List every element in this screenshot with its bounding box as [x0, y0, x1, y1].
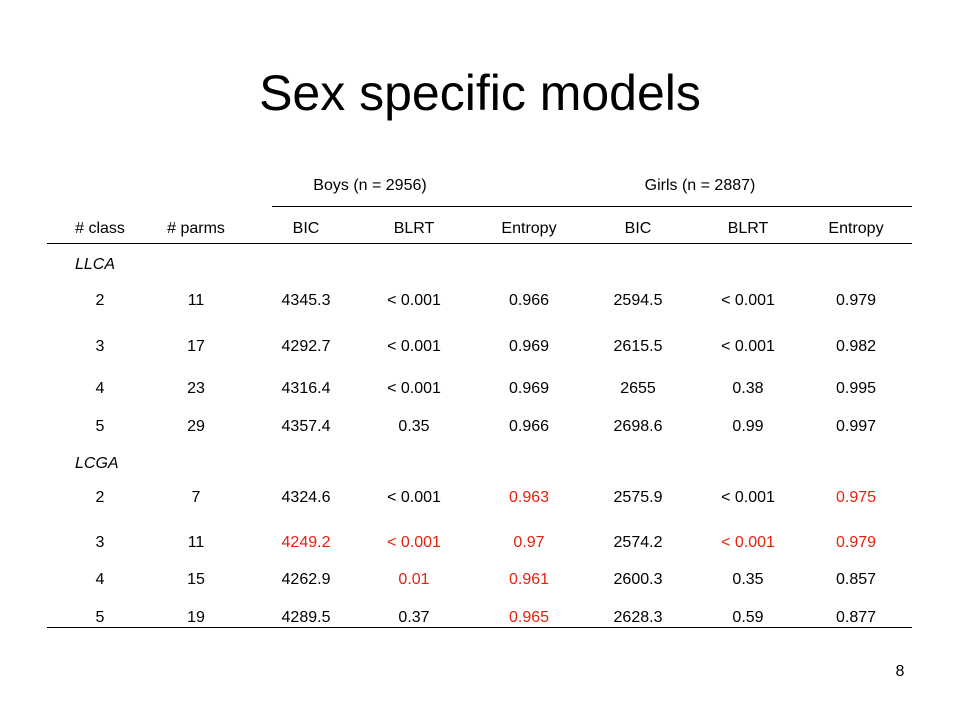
table-cell-class: 2	[95, 292, 105, 309]
table-cell-boys-entropy: 0.966	[508, 292, 550, 309]
column-header-girls-bic: BIC	[624, 220, 652, 237]
column-header-boys-blrt: BLRT	[393, 220, 435, 237]
table-cell-boys-bic: 4249.2	[281, 534, 331, 551]
table-cell-girls-entropy: 0.995	[835, 380, 877, 397]
table-cell-boys-bic: 4357.4	[281, 418, 331, 435]
table-cell-class: 2	[95, 489, 105, 506]
table-cell-parms: 23	[187, 380, 205, 397]
table-cell-girls-bic: 2628.3	[613, 609, 663, 626]
table-cell-boys-entropy: 0.966	[508, 418, 550, 435]
table-cell-girls-blrt: 0.59	[732, 609, 764, 626]
table-cell-boys-blrt: < 0.001	[387, 489, 441, 506]
header-rule	[47, 243, 912, 244]
group-header-girls: Girls (n = 2887)	[644, 177, 756, 194]
table-cell-girls-bic: 2698.6	[613, 418, 663, 435]
table-cell-boys-entropy: 0.963	[508, 489, 550, 506]
column-header-boys-bic: BIC	[292, 220, 320, 237]
table-cell-boys-bic: 4324.6	[281, 489, 331, 506]
table-cell-girls-entropy: 0.975	[835, 489, 877, 506]
table-cell-girls-entropy: 0.982	[835, 338, 877, 355]
table-cell-parms: 17	[187, 338, 205, 355]
group-header-boys: Boys (n = 2956)	[313, 177, 427, 194]
table-cell-girls-entropy: 0.997	[835, 418, 877, 435]
section-label-llca: LLCA	[75, 256, 116, 273]
table-cell-boys-entropy: 0.969	[508, 380, 550, 397]
column-header-girls-entropy: Entropy	[828, 220, 884, 237]
table-cell-boys-entropy: 0.97	[513, 534, 545, 551]
column-header-parms: # parms	[167, 220, 225, 237]
table-cell-boys-blrt: 0.37	[398, 609, 430, 626]
table-cell-class: 3	[95, 338, 105, 355]
table-cell-parms: 7	[191, 489, 201, 506]
table-cell-class: 5	[95, 609, 105, 626]
table-bottom-rule	[47, 627, 912, 628]
table-cell-girls-entropy: 0.877	[835, 609, 877, 626]
table-cell-girls-bic: 2655	[620, 380, 656, 397]
table-cell-parms: 19	[187, 609, 205, 626]
section-label-lcga: LCGA	[75, 455, 119, 472]
table-cell-boys-entropy: 0.965	[508, 609, 550, 626]
table-cell-girls-blrt: < 0.001	[721, 292, 775, 309]
table-cell-parms: 11	[187, 292, 205, 309]
table-cell-girls-blrt: < 0.001	[721, 534, 775, 551]
table-cell-parms: 11	[187, 534, 205, 551]
page-number: 8	[895, 663, 905, 680]
table-cell-boys-bic: 4316.4	[281, 380, 331, 397]
table-cell-class: 4	[95, 571, 105, 588]
slide-title: Sex specific models	[259, 65, 701, 121]
table-cell-class: 3	[95, 534, 105, 551]
table-cell-girls-bic: 2574.2	[613, 534, 663, 551]
table-cell-girls-bic: 2615.5	[613, 338, 663, 355]
table-cell-girls-entropy: 0.857	[835, 571, 877, 588]
column-header-class: # class	[75, 220, 125, 237]
column-header-boys-entropy: Entropy	[501, 220, 557, 237]
table-cell-boys-bic: 4292.7	[281, 338, 331, 355]
table-cell-girls-blrt: < 0.001	[721, 338, 775, 355]
table-cell-girls-entropy: 0.979	[835, 534, 877, 551]
table-cell-boys-bic: 4289.5	[281, 609, 331, 626]
table-cell-boys-blrt: 0.01	[398, 571, 430, 588]
table-cell-girls-blrt: 0.99	[732, 418, 764, 435]
table-cell-boys-entropy: 0.969	[508, 338, 550, 355]
table-cell-girls-entropy: 0.979	[835, 292, 877, 309]
table-cell-boys-entropy: 0.961	[508, 571, 550, 588]
table-cell-girls-bic: 2600.3	[613, 571, 663, 588]
table-cell-boys-blrt: < 0.001	[387, 292, 441, 309]
table-cell-boys-blrt: < 0.001	[387, 380, 441, 397]
table-cell-class: 4	[95, 380, 105, 397]
table-cell-girls-blrt: < 0.001	[721, 489, 775, 506]
table-cell-boys-blrt: < 0.001	[387, 534, 441, 551]
table-cell-boys-bic: 4345.3	[281, 292, 331, 309]
table-cell-class: 5	[95, 418, 105, 435]
table-cell-boys-blrt: < 0.001	[387, 338, 441, 355]
table-cell-boys-bic: 4262.9	[281, 571, 331, 588]
table-cell-parms: 29	[187, 418, 205, 435]
group-rule	[272, 206, 912, 207]
table-cell-girls-bic: 2575.9	[613, 489, 663, 506]
table-cell-parms: 15	[187, 571, 205, 588]
table-cell-boys-blrt: 0.35	[398, 418, 430, 435]
column-header-girls-blrt: BLRT	[727, 220, 769, 237]
table-cell-girls-blrt: 0.38	[732, 380, 764, 397]
table-cell-girls-blrt: 0.35	[732, 571, 764, 588]
table-cell-girls-bic: 2594.5	[613, 292, 663, 309]
